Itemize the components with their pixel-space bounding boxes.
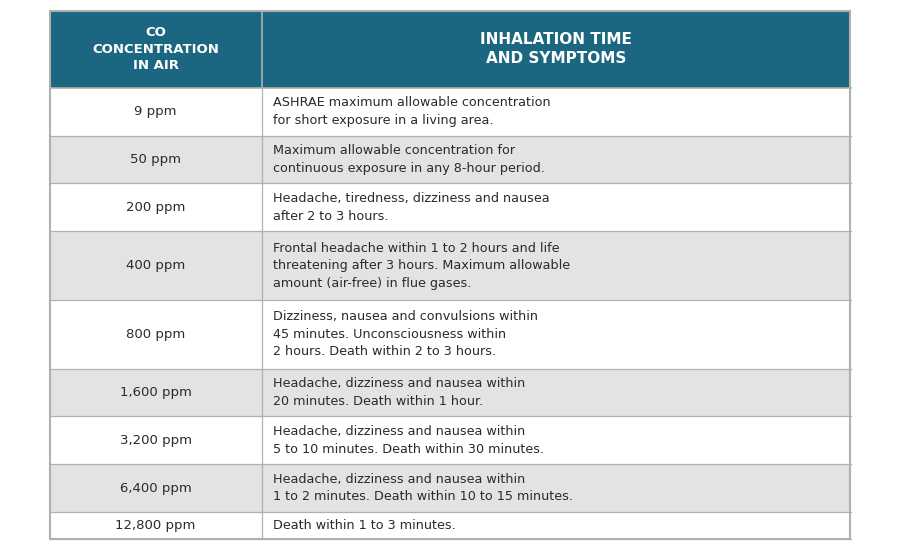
Bar	[262, 135, 850, 183]
Bar	[50, 11, 850, 539]
Bar	[50, 416, 262, 464]
Bar	[262, 231, 850, 300]
Text: Headache, dizziness and nausea within
1 to 2 minutes. Death within 10 to 15 minu: Headache, dizziness and nausea within 1 …	[273, 473, 572, 503]
Bar	[50, 231, 262, 300]
Bar	[50, 464, 262, 512]
Bar	[50, 183, 262, 231]
Text: 800 ppm: 800 ppm	[126, 328, 185, 341]
Bar	[262, 416, 850, 464]
Text: Dizziness, nausea and convulsions within
45 minutes. Unconsciousness within
2 ho: Dizziness, nausea and convulsions within…	[273, 310, 537, 358]
Text: 3,200 ppm: 3,200 ppm	[120, 434, 192, 447]
Bar	[50, 512, 262, 539]
Bar	[50, 300, 262, 368]
Bar	[262, 87, 850, 135]
Text: 50 ppm: 50 ppm	[130, 153, 181, 166]
Text: Headache, dizziness and nausea within
5 to 10 minutes. Death within 30 minutes.: Headache, dizziness and nausea within 5 …	[273, 425, 544, 455]
Bar	[50, 87, 262, 135]
Text: Headache, dizziness and nausea within
20 minutes. Death within 1 hour.: Headache, dizziness and nausea within 20…	[273, 377, 525, 408]
Text: Frontal headache within 1 to 2 hours and life
threatening after 3 hours. Maximum: Frontal headache within 1 to 2 hours and…	[273, 241, 570, 289]
Text: 9 ppm: 9 ppm	[134, 105, 177, 118]
Bar	[262, 11, 850, 87]
Bar	[50, 368, 262, 416]
Bar	[262, 368, 850, 416]
Text: 1,600 ppm: 1,600 ppm	[120, 386, 192, 399]
Bar	[50, 135, 262, 183]
Text: Death within 1 to 3 minutes.: Death within 1 to 3 minutes.	[273, 519, 455, 532]
Text: 12,800 ppm: 12,800 ppm	[115, 519, 196, 532]
Text: 400 ppm: 400 ppm	[126, 259, 185, 272]
Bar	[262, 464, 850, 512]
Bar	[262, 300, 850, 368]
Text: CO
CONCENTRATION
IN AIR: CO CONCENTRATION IN AIR	[92, 26, 219, 73]
Text: INHALATION TIME
AND SYMPTOMS: INHALATION TIME AND SYMPTOMS	[481, 32, 632, 67]
Text: 200 ppm: 200 ppm	[126, 201, 185, 214]
Text: ASHRAE maximum allowable concentration
for short exposure in a living area.: ASHRAE maximum allowable concentration f…	[273, 96, 550, 127]
Text: Maximum allowable concentration for
continuous exposure in any 8-hour period.: Maximum allowable concentration for cont…	[273, 144, 544, 175]
Bar	[262, 183, 850, 231]
Bar	[50, 11, 262, 87]
Text: Headache, tiredness, dizziness and nausea
after 2 to 3 hours.: Headache, tiredness, dizziness and nause…	[273, 192, 549, 223]
Bar	[262, 512, 850, 539]
Text: 6,400 ppm: 6,400 ppm	[120, 482, 192, 494]
